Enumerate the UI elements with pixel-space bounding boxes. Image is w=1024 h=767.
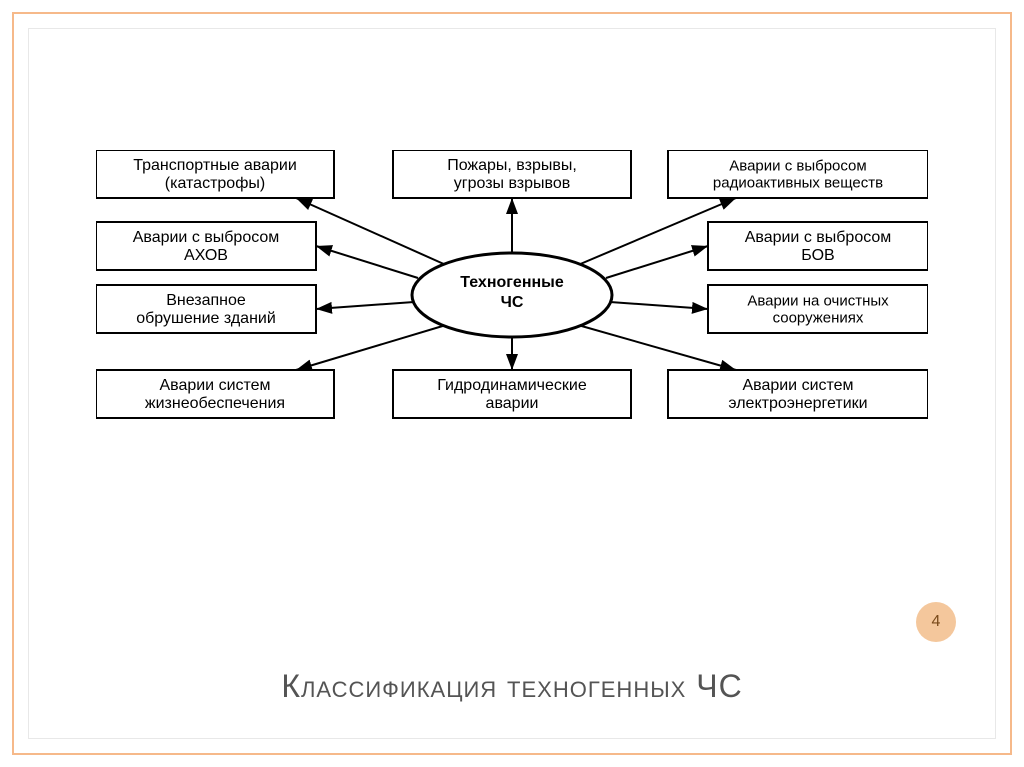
diagram-node: Гидродинамическиеаварии — [393, 370, 631, 418]
diagram-node-label: Аварии систем — [742, 377, 853, 394]
diagram-node-label: угрозы взрывов — [454, 175, 571, 192]
diagram-node-label: Аварии систем — [159, 377, 270, 394]
diagram-node: Аварии с выбросомБОВ — [708, 222, 928, 270]
diagram-node-label: Аварии с выбросом — [729, 157, 866, 174]
diagram-node-label: Аварии с выбросом — [133, 229, 280, 246]
diagram-node: Пожары, взрывы,угрозы взрывов — [393, 150, 631, 198]
center-node-label: ЧС — [501, 294, 524, 311]
diagram-node-label: Аварии с выбросом — [745, 229, 892, 246]
center-node-label: Техногенные — [460, 274, 564, 291]
diagram-node-label: Внезапное — [166, 292, 246, 309]
diagram-node-label: электроэнергетики — [728, 395, 867, 412]
diagram-node: Внезапноеобрушение зданий — [96, 285, 316, 333]
diagram-node-label: Аварии на очистных — [747, 292, 889, 309]
diagram-edge — [296, 325, 446, 370]
diagram-node-label: (катастрофы) — [165, 175, 265, 192]
slide-title: Классификация техногенных ЧС — [0, 668, 1024, 705]
diagram-node: Аварии системжизнеобеспечения — [96, 370, 334, 418]
diagram-node-label: Пожары, взрывы, — [447, 157, 577, 174]
diagram-node-label: Гидродинамические — [437, 377, 587, 394]
diagram-node: Аварии на очистныхсооружениях — [708, 285, 928, 333]
classification-diagram: Техногенные ЧС Транспортные аварии(катастр… — [96, 150, 928, 440]
diagram-edge — [316, 246, 418, 278]
diagram-node-label: АХОВ — [184, 247, 228, 264]
diagram-edge — [296, 198, 446, 265]
diagram-node-label: радиоактивных веществ — [713, 174, 883, 191]
diagram-node-label: Транспортные аварии — [133, 157, 297, 174]
diagram-node: Транспортные аварии(катастрофы) — [96, 150, 334, 198]
diagram-edge — [610, 302, 708, 309]
diagram-node-label: аварии — [486, 395, 539, 412]
diagram-node: Аварии системэлектроэнергетики — [668, 370, 928, 418]
diagram-node: Аварии с выбросомАХОВ — [96, 222, 316, 270]
diagram-node: Аварии с выбросомрадиоактивных веществ — [668, 150, 928, 198]
diagram-edge — [606, 246, 708, 278]
diagram-node-label: жизнеобеспечения — [145, 395, 285, 412]
diagram-edge — [316, 302, 414, 309]
slide-number-text: 4 — [932, 613, 941, 631]
diagram-node-label: сооружениях — [773, 309, 864, 326]
diagram-node-label: обрушение зданий — [136, 310, 276, 327]
slide-number-badge: 4 — [916, 602, 956, 642]
diagram-node-label: БОВ — [801, 247, 834, 264]
